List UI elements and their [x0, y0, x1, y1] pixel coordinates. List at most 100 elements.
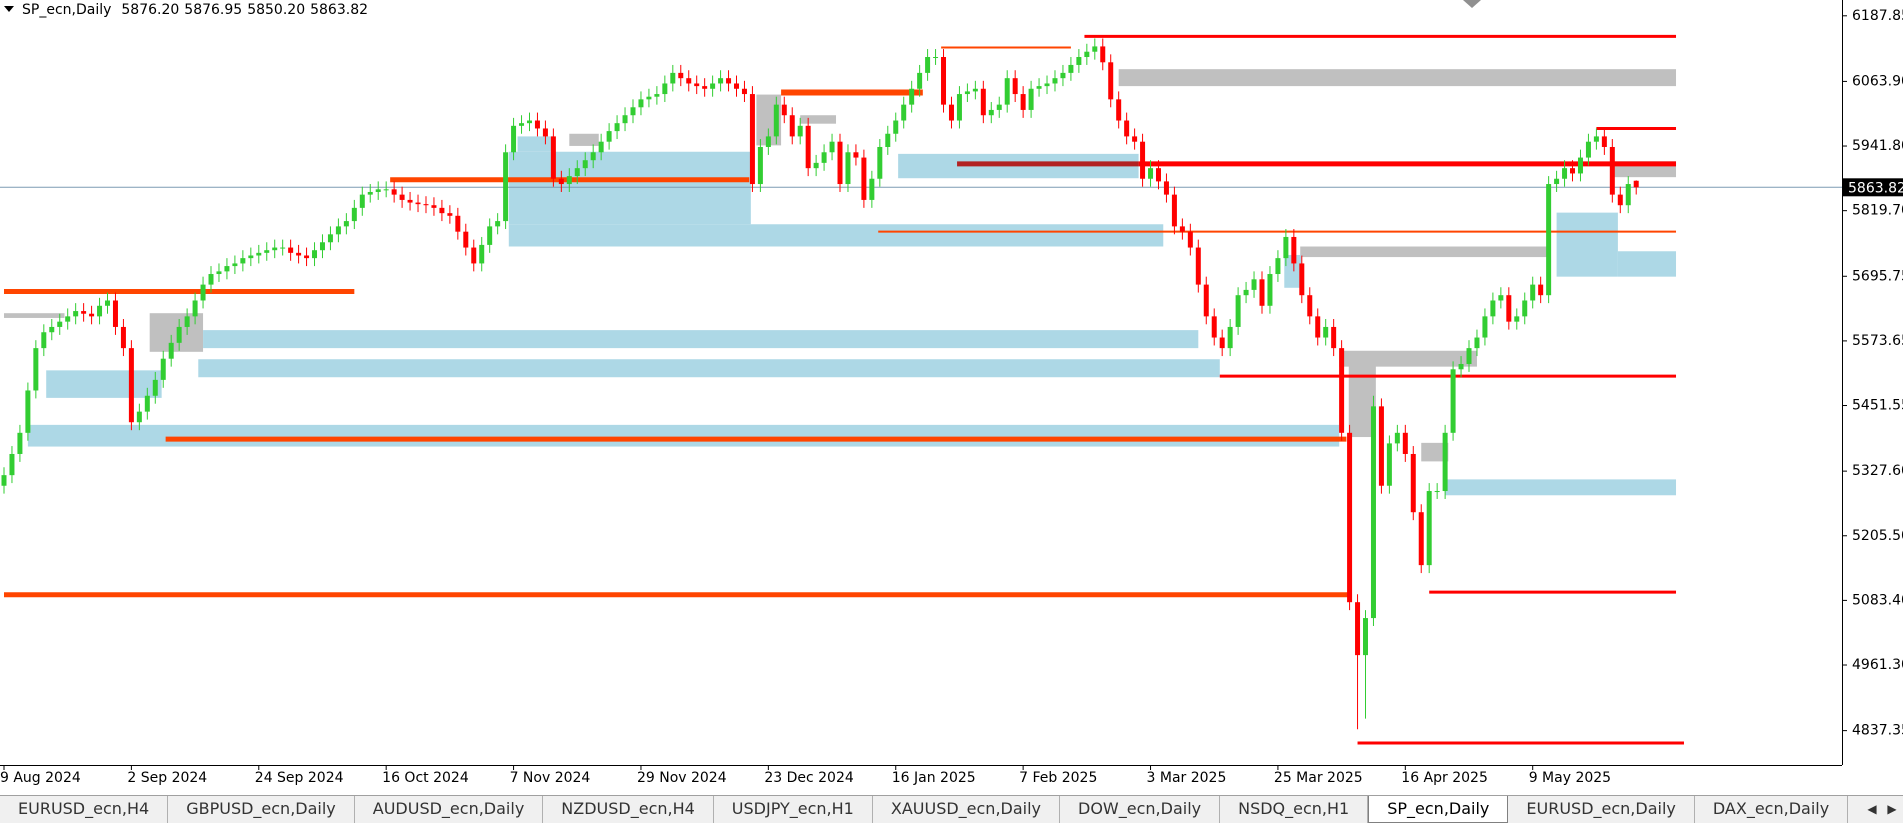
candle-body [1163, 181, 1169, 195]
y-tick-label: 5083.40 [1852, 592, 1903, 608]
tab[interactable]: EURUSD_ecn,H4 [0, 796, 169, 823]
candle-body [327, 234, 333, 243]
candle-body [1593, 136, 1599, 142]
y-tick-label: 5451.55 [1852, 398, 1903, 414]
candle-body [81, 311, 87, 314]
candle-body [614, 123, 620, 132]
tab[interactable]: XAUUSD_ecn,Daily [873, 796, 1061, 823]
tab[interactable]: EURUSD_ecn,Daily [1508, 796, 1695, 823]
candle-body [741, 88, 747, 95]
candle-body [646, 96, 652, 100]
scroll-marker[interactable] [1463, 0, 1481, 8]
candle-body [996, 104, 1002, 110]
candle-body [264, 250, 270, 253]
tab[interactable]: NZDUSD_ecn,H4 [543, 796, 714, 823]
candle-body [1068, 64, 1074, 73]
tab-prev[interactable]: ◀ [1867, 802, 1877, 816]
candle-body [980, 88, 986, 116]
x-tick-label: 24 Sep 2024 [255, 770, 344, 786]
candle-body [598, 141, 604, 153]
candle-body [1307, 295, 1313, 317]
candle-body [925, 57, 931, 73]
candle-body [112, 300, 118, 327]
tab[interactable]: NSDQ_ecn,H1 [1220, 796, 1369, 823]
zone [569, 133, 599, 146]
candle-body [956, 94, 962, 121]
x-tick-label: 25 Mar 2025 [1274, 770, 1363, 786]
candle-body [1434, 491, 1440, 493]
candle-body [1028, 88, 1034, 110]
candle-body [1148, 168, 1154, 179]
y-tick-label: 4961.30 [1852, 657, 1903, 673]
candle-body [407, 199, 413, 203]
candle-body [813, 162, 819, 169]
x-tick-label: 3 Mar 2025 [1147, 770, 1227, 786]
candle-body [877, 146, 883, 179]
candle-body [1530, 284, 1536, 301]
tab[interactable]: USDCAD_ecn [1848, 796, 1862, 823]
tab[interactable]: DAX_ecn,Daily [1695, 796, 1849, 823]
candle-body [606, 131, 612, 142]
candle-body [773, 104, 779, 137]
collapse-icon[interactable] [4, 6, 14, 12]
candle-body [670, 72, 676, 84]
candle-body [901, 104, 907, 121]
candle-body [120, 326, 126, 349]
candle-body [471, 247, 477, 264]
candle-body [1195, 247, 1201, 285]
candle-body [1506, 295, 1512, 322]
candle-body [49, 326, 55, 333]
tab[interactable]: GBPUSD_ecn,Daily [168, 796, 355, 823]
candle-body [1378, 406, 1384, 486]
zone [508, 224, 1164, 247]
candle-body [845, 152, 851, 185]
candle-body [1450, 369, 1456, 433]
candle-body [1179, 226, 1185, 232]
candle-body [1020, 94, 1026, 110]
candle-body [463, 231, 469, 248]
candle-body [105, 300, 111, 306]
candle-body [319, 242, 325, 251]
candle-body [479, 244, 485, 264]
tab[interactable]: USDJPY_ecn,H1 [714, 796, 873, 823]
candle-body [702, 86, 708, 89]
candle-body [1155, 168, 1161, 182]
candle-body [590, 152, 596, 161]
candle-body [1291, 236, 1297, 264]
candle-body [853, 152, 859, 158]
candle-body [1052, 78, 1058, 84]
candle-body [487, 226, 493, 245]
candle-body [1402, 432, 1408, 454]
ohlc-close: 5863.82 [310, 2, 368, 18]
candle-body [765, 136, 771, 147]
candle-body [805, 125, 811, 169]
candle-body [718, 78, 724, 84]
tab[interactable]: DOW_ecn,Daily [1060, 796, 1221, 823]
candle-body [41, 332, 47, 349]
candle-body [511, 125, 517, 153]
candle-body [1490, 300, 1496, 317]
candle-body [455, 215, 461, 232]
candle-body [89, 313, 95, 317]
candle-body [1259, 279, 1265, 306]
candle-body [686, 78, 692, 84]
candle-body [869, 178, 875, 200]
zone [1445, 479, 1677, 496]
x-tick-label: 7 Feb 2025 [1019, 770, 1097, 786]
candle-body [988, 109, 994, 116]
y-tick-label: 6187.85 [1852, 8, 1903, 24]
chart: SP_ecn,Daily 5876.20 5876.95 5850.20 5863.82… [0, 0, 1903, 786]
candle-body [65, 316, 71, 322]
candle-body [439, 207, 445, 214]
tab-next[interactable]: ▶ [1887, 802, 1897, 816]
zone [1300, 246, 1549, 258]
candle-body [1617, 194, 1623, 206]
tab[interactable]: SP_ecn,Daily [1368, 796, 1509, 823]
candle-body [1370, 406, 1376, 619]
tab[interactable]: AUDUSD_ecn,Daily [355, 796, 544, 823]
zone [1118, 69, 1677, 87]
candle-body [1394, 432, 1400, 444]
candle-body [1633, 180, 1639, 188]
candle-body [582, 160, 588, 169]
candle-body [821, 152, 827, 163]
